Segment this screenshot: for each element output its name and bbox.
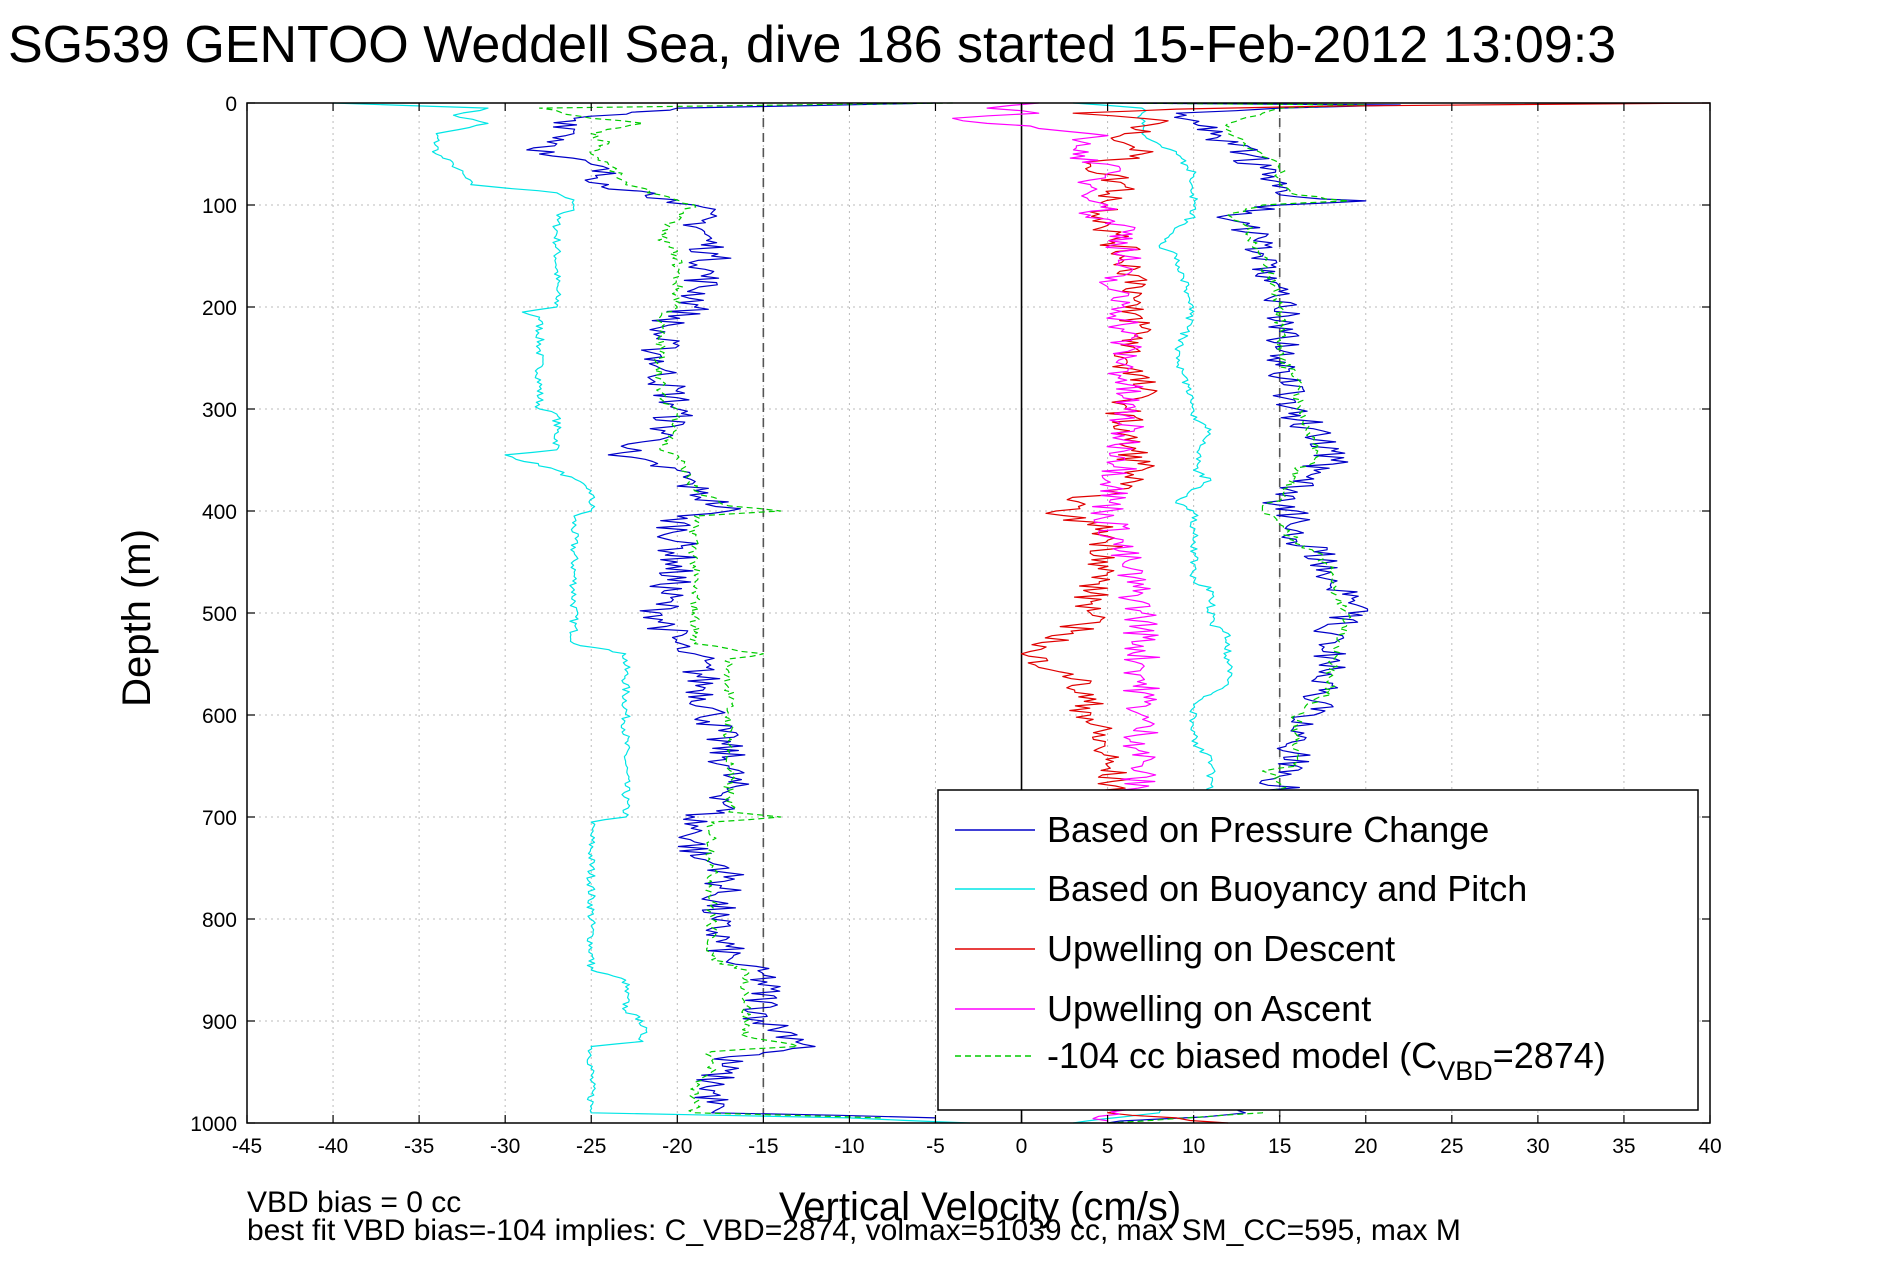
best-fit-note: best fit VBD bias=-104 implies: C_VBD=28… <box>247 1214 1461 1247</box>
y-tick-label: 600 <box>202 705 237 728</box>
legend-item-label: Based on Buoyancy and Pitch <box>1047 868 1527 909</box>
legend-item-label: -104 cc biased model (CVBD=2874) <box>1047 1035 1606 1086</box>
axis-ticks: -45 -40 -35 -30 -25 -20 -15 -10 -5 0 5 10 15 20 25 30 35… <box>190 93 1721 1158</box>
x-tick-label: -10 <box>834 1135 864 1158</box>
legend-box <box>937 789 1699 1111</box>
y-tick-label: 700 <box>202 807 237 830</box>
x-tick-label: 15 <box>1268 1135 1291 1158</box>
x-tick-label: -35 <box>404 1135 434 1158</box>
legend-item-label: Upwelling on Ascent <box>1047 988 1371 1029</box>
x-tick-label: -25 <box>576 1135 606 1158</box>
x-tick-label: -15 <box>748 1135 778 1158</box>
x-tick-label: 20 <box>1354 1135 1377 1158</box>
series-lines <box>333 102 1710 1124</box>
y-tick-label: 100 <box>202 195 237 218</box>
vbd-bias-note: VBD bias = 0 cc <box>247 1186 461 1219</box>
x-tick-label: 5 <box>1102 1135 1114 1158</box>
x-tick-label: -40 <box>318 1135 348 1158</box>
series-line-based-on-buoyancy-and-pitch-descent <box>333 102 970 1124</box>
legend-item-label: Upwelling on Descent <box>1047 928 1395 969</box>
x-tick-label: 30 <box>1526 1135 1549 1158</box>
series-line-104-cc-biased-model-ascent <box>1107 102 1367 1124</box>
y-axis-label: Depth (m) <box>115 529 159 707</box>
chart-title: SG539 GENTOO Weddell Sea, dive 186 start… <box>8 16 1616 74</box>
x-tick-label: 25 <box>1440 1135 1463 1158</box>
series-line-based-on-pressure-change-descent <box>526 102 936 1119</box>
y-tick-label: 400 <box>202 501 237 524</box>
y-tick-label: 500 <box>202 603 237 626</box>
x-tick-label: -20 <box>662 1135 692 1158</box>
x-tick-label: -45 <box>232 1135 262 1158</box>
legend: Based on Pressure Change Based on Buoyanc… <box>937 789 1699 1111</box>
legend-item-label: Based on Pressure Change <box>1047 809 1489 850</box>
y-tick-label: 900 <box>202 1011 237 1034</box>
y-tick-label: 200 <box>202 297 237 320</box>
y-tick-label: 800 <box>202 909 237 932</box>
y-tick-label: 1000 <box>190 1113 237 1136</box>
x-tick-label: 35 <box>1612 1135 1635 1158</box>
x-tick-label: 10 <box>1182 1135 1205 1158</box>
x-tick-label: 0 <box>1016 1135 1028 1158</box>
series-line-104-cc-biased-model-descent <box>539 102 953 1119</box>
x-tick-label: -5 <box>926 1135 945 1158</box>
x-axis-label: Vertical Velocity (cm/s) <box>779 1185 1181 1229</box>
x-tick-label: 40 <box>1698 1135 1721 1158</box>
y-tick-label: 300 <box>202 399 237 422</box>
y-tick-label: 0 <box>225 93 237 116</box>
x-tick-label: -30 <box>490 1135 520 1158</box>
